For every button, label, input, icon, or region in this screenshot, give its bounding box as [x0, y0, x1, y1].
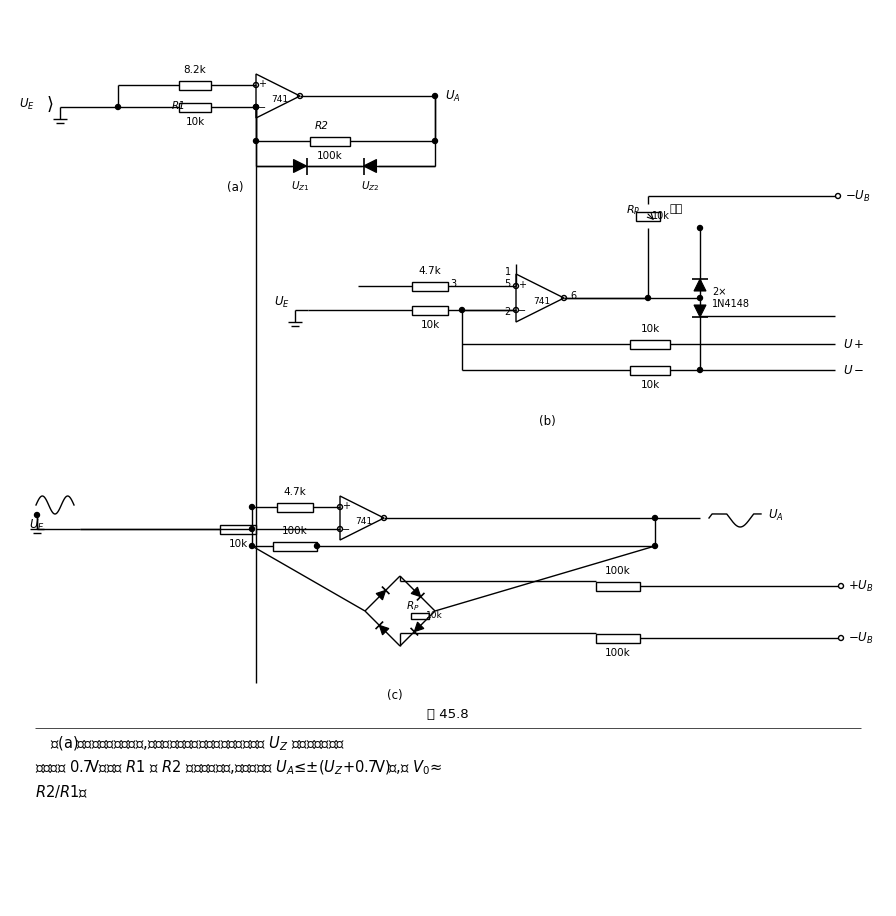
Text: $U_{Z1}$: $U_{Z1}$ [290, 179, 309, 192]
Bar [412, 281, 448, 290]
Text: (a): (a) [227, 181, 243, 194]
Bar [220, 525, 256, 533]
Polygon shape [694, 305, 706, 317]
Text: 4.7k: 4.7k [418, 266, 442, 276]
Circle shape [697, 367, 702, 373]
Text: $U+$: $U+$ [843, 337, 865, 351]
Text: 5: 5 [504, 279, 510, 289]
Circle shape [460, 308, 464, 312]
Bar [630, 340, 670, 348]
Circle shape [254, 104, 259, 110]
Text: $R2$/$R1$。: $R2$/$R1$。 [35, 783, 89, 801]
Text: 10k: 10k [420, 320, 440, 330]
Circle shape [697, 296, 702, 300]
Text: 图 45.8: 图 45.8 [427, 707, 469, 721]
Text: 10k: 10k [652, 211, 670, 221]
Polygon shape [376, 590, 385, 600]
Text: 2: 2 [504, 307, 510, 317]
Text: 10k: 10k [641, 380, 659, 390]
Text: $-U_B$: $-U_B$ [845, 189, 871, 203]
Text: +: + [258, 79, 266, 89]
Text: 8.2k: 8.2k [184, 65, 206, 75]
Text: 3: 3 [450, 279, 456, 289]
Text: +: + [518, 280, 526, 290]
Text: 2×
1N4148: 2× 1N4148 [712, 288, 750, 309]
Text: ⟩: ⟩ [47, 96, 54, 114]
Circle shape [249, 527, 254, 531]
Circle shape [645, 296, 650, 300]
Text: 100k: 100k [282, 526, 308, 536]
Text: 741: 741 [271, 95, 289, 104]
Text: R1: R1 [172, 101, 186, 111]
Text: 741: 741 [356, 518, 373, 527]
Polygon shape [411, 587, 421, 596]
Text: 偏移: 偏移 [670, 204, 684, 214]
Text: $U-$: $U-$ [843, 364, 865, 376]
Circle shape [652, 543, 658, 549]
Circle shape [254, 138, 259, 144]
Circle shape [249, 543, 254, 549]
Text: 100k: 100k [605, 648, 631, 658]
Text: 10k: 10k [426, 612, 443, 620]
Text: (c): (c) [387, 690, 403, 703]
Circle shape [35, 512, 39, 518]
Text: $U_E$: $U_E$ [274, 294, 290, 310]
Text: 741: 741 [533, 298, 550, 307]
Bar [596, 634, 640, 642]
Polygon shape [364, 159, 376, 172]
Text: 4.7k: 4.7k [284, 487, 306, 497]
Text: 正向压降 0.7V。电阻 $R1$ 和 $R2$ 决定放大系数,当输出电压 $U_A$≤±($U_Z$+0.7V)时,为 $V_0$≈: 正向压降 0.7V。电阻 $R1$ 和 $R2$ 决定放大系数,当输出电压 $U… [35, 758, 442, 777]
Bar [273, 541, 317, 551]
Text: 100k: 100k [605, 566, 631, 576]
Text: −: − [342, 525, 350, 535]
Text: −: − [258, 103, 266, 113]
Text: +: + [342, 501, 350, 511]
Text: 图(a)电路用作电压限制器,其正向或反向限压均为稳压管稳压值 $U_Z$ 再加上二极管的: 图(a)电路用作电压限制器,其正向或反向限压均为稳压管稳压值 $U_Z$ 再加上… [50, 735, 345, 753]
Text: 1: 1 [505, 267, 511, 277]
Circle shape [433, 93, 437, 99]
Bar [411, 613, 429, 619]
Text: 10k: 10k [228, 539, 247, 549]
Circle shape [433, 138, 437, 144]
Text: 10k: 10k [641, 324, 659, 334]
Circle shape [116, 104, 120, 110]
Circle shape [697, 225, 702, 231]
Text: $-U_B$: $-U_B$ [848, 630, 874, 646]
Circle shape [314, 543, 320, 549]
Polygon shape [294, 159, 306, 172]
Polygon shape [414, 622, 424, 632]
Text: $R_P$: $R_P$ [625, 203, 641, 217]
Text: $U_A$: $U_A$ [445, 89, 461, 104]
Bar [310, 136, 350, 146]
Polygon shape [694, 279, 706, 291]
Text: R2: R2 [315, 121, 329, 131]
Circle shape [249, 505, 254, 509]
Text: $R_P$: $R_P$ [406, 599, 419, 613]
Circle shape [652, 516, 658, 520]
Text: −: − [518, 306, 526, 316]
Text: $U_{Z2}$: $U_{Z2}$ [361, 179, 379, 192]
Bar [179, 103, 211, 112]
Text: $U_E$: $U_E$ [29, 518, 45, 532]
Bar [596, 582, 640, 591]
Bar [277, 503, 313, 511]
Text: $+U_B$: $+U_B$ [848, 578, 874, 594]
Text: $U_A$: $U_A$ [768, 507, 784, 522]
Text: $U_E$: $U_E$ [19, 96, 35, 112]
Bar [412, 306, 448, 314]
Text: (b): (b) [538, 415, 556, 428]
Polygon shape [379, 626, 389, 635]
Text: 100k: 100k [317, 151, 343, 161]
Bar [630, 365, 670, 375]
Bar [179, 81, 211, 90]
Bar [636, 212, 660, 221]
Text: 6: 6 [570, 291, 576, 301]
Text: 10k: 10k [185, 117, 204, 127]
